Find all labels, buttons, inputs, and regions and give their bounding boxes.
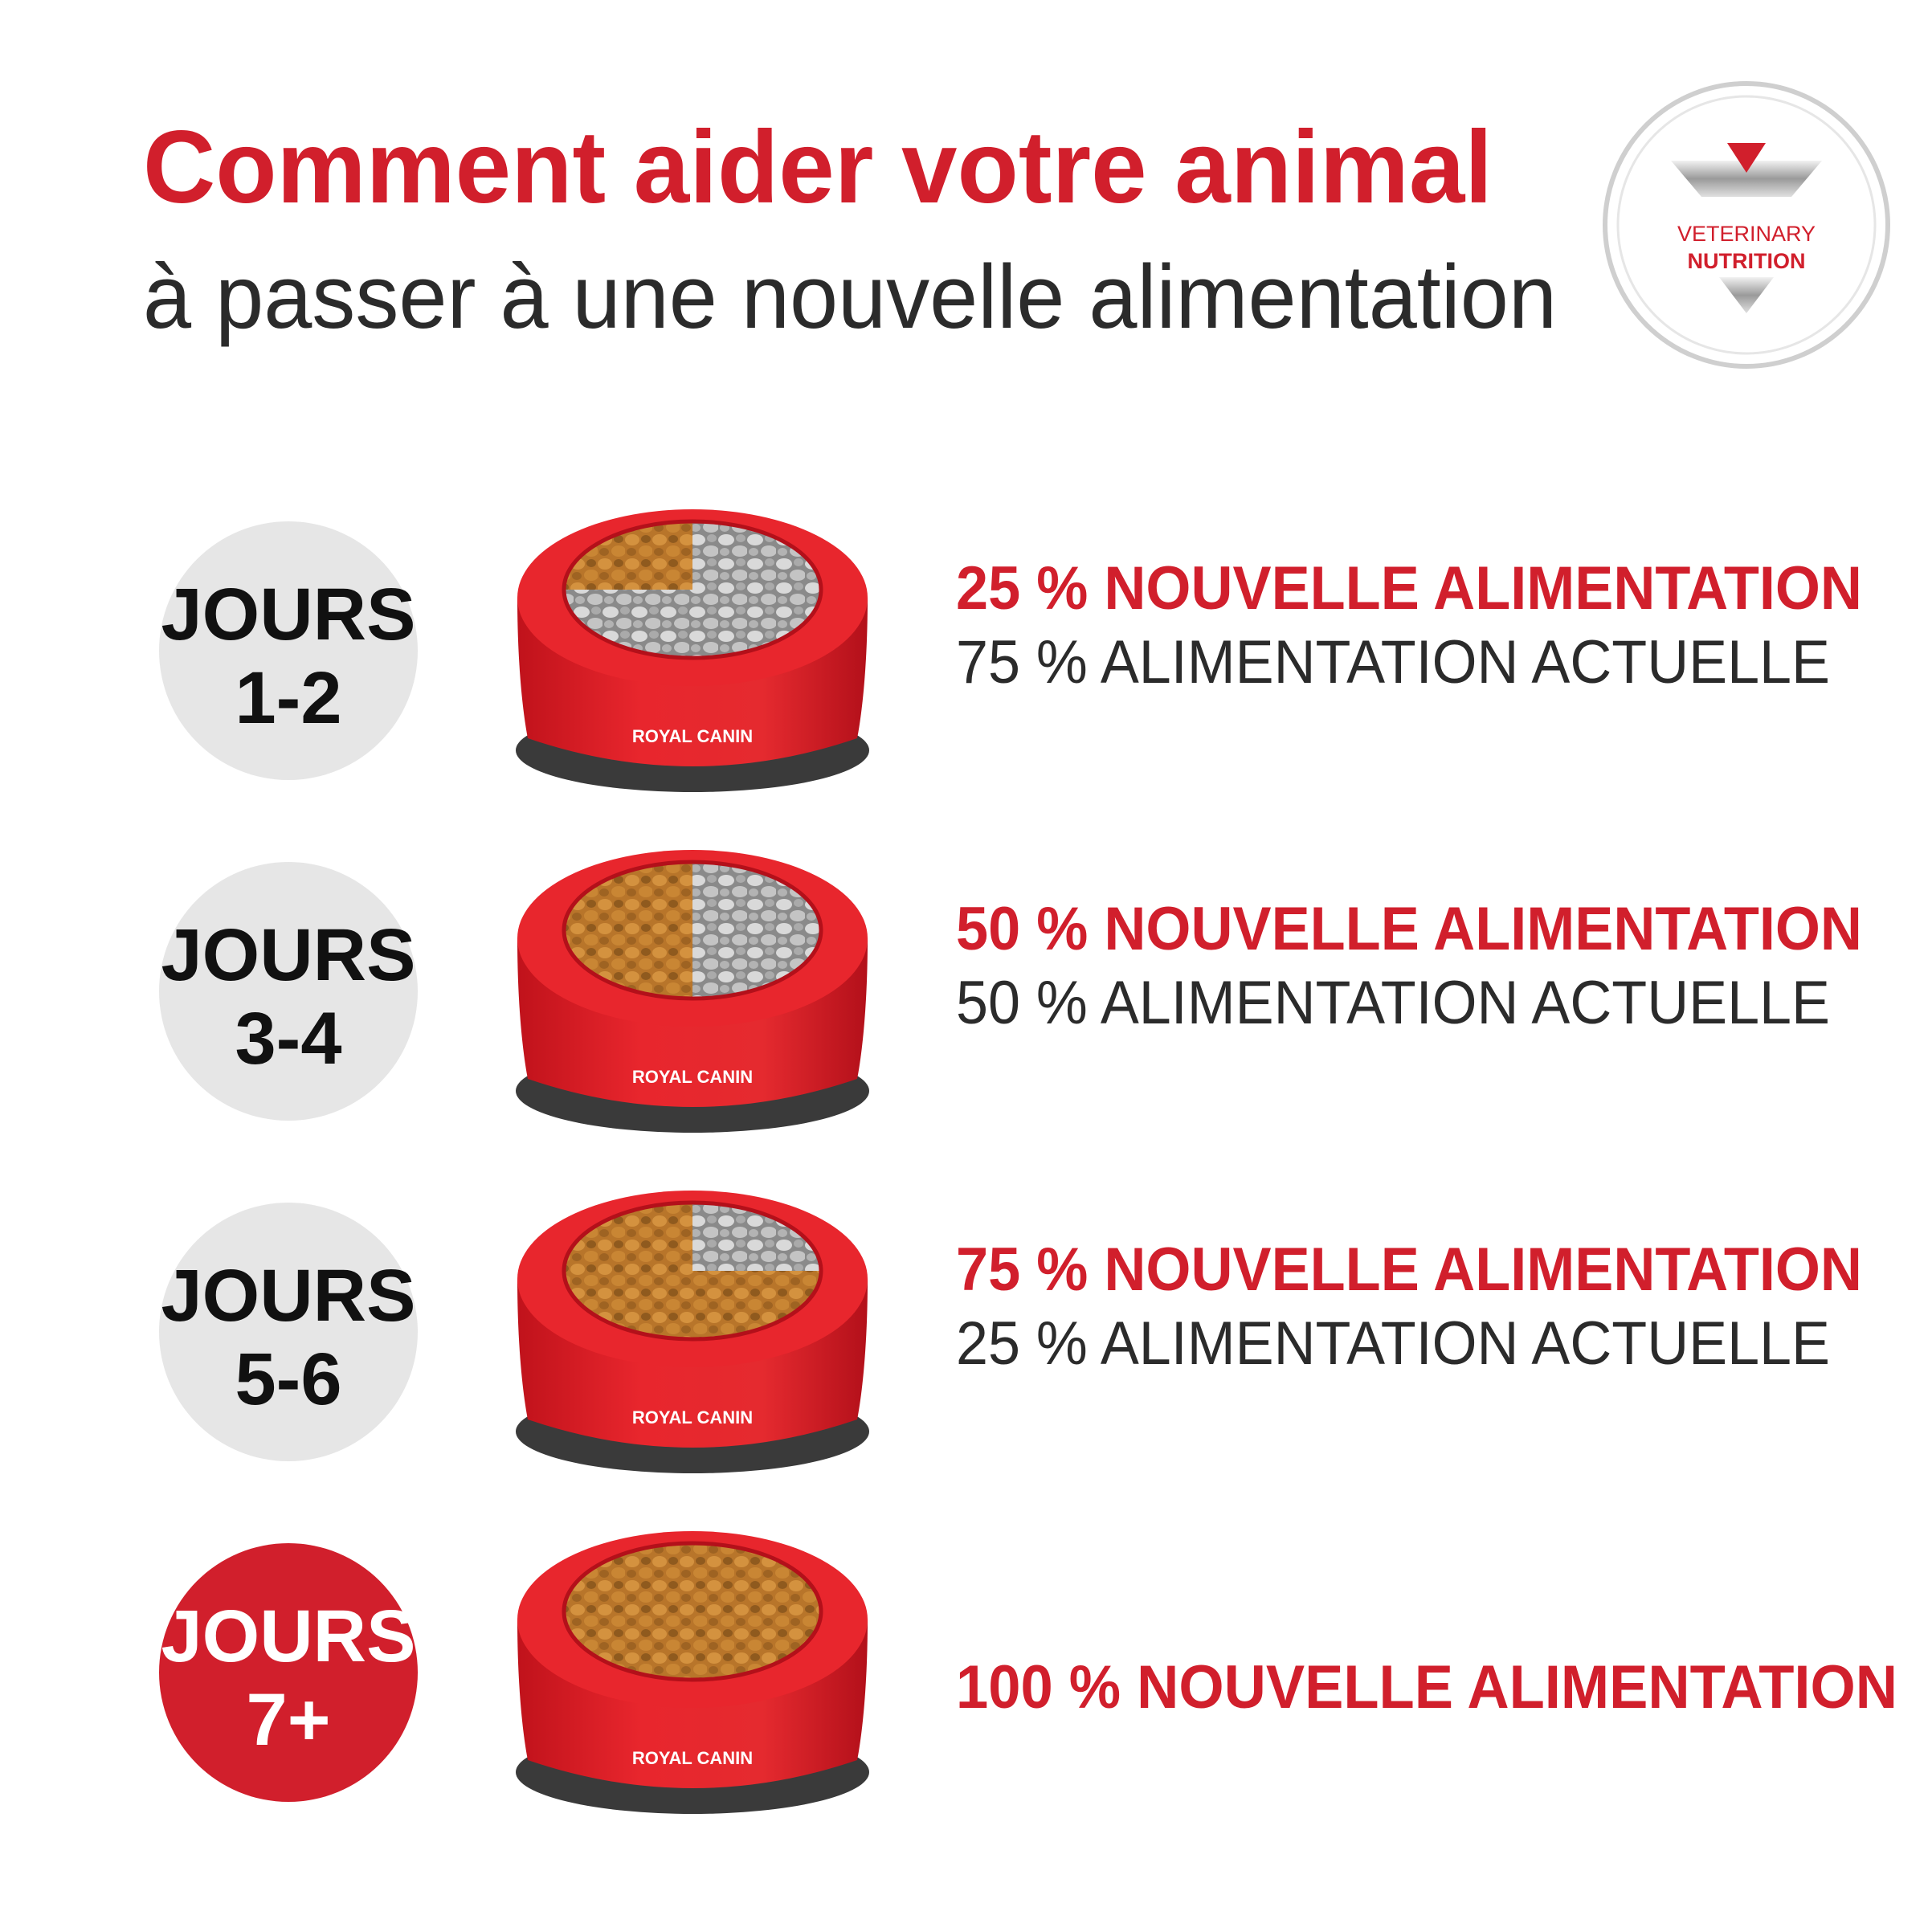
day-label: JOURS [161,574,416,656]
badge-line2: NUTRITION [1688,249,1806,273]
day-range: 1-2 [235,657,342,739]
bowl: ROYAL CANIN [516,1191,869,1473]
day-range: 5-6 [235,1338,342,1420]
bowl-inner-edge [562,860,823,1001]
new-food-text: 25 % NOUVELLE ALIMENTATION [956,554,1862,623]
badge-ring [1603,81,1890,369]
day-label: JOURS [161,1595,416,1677]
current-food-text: 25 % ALIMENTATION ACTUELLE [956,1309,1830,1378]
bowl: ROYAL CANIN [516,1531,869,1814]
current-food-text: 75 % ALIMENTATION ACTUELLE [956,628,1830,696]
bowl: ROYAL CANIN [516,509,869,792]
bowl-brand: ROYAL CANIN [632,1748,753,1768]
new-food-text: 100 % NOUVELLE ALIMENTATION [956,1653,1897,1722]
new-food [564,1543,821,1680]
day-circle [159,862,418,1121]
day-circle [159,521,418,780]
day-label: JOURS [161,1255,416,1337]
day-range: 3-4 [235,998,342,1080]
subtitle: à passer à une nouvelle alimentation [143,247,1557,347]
badge: VETERINARY NUTRITION [1603,81,1890,369]
badge-line1: VETERINARY [1677,222,1816,246]
badge-v-bottom [1719,277,1774,313]
day-circle [159,1543,418,1802]
badge-v-top [1671,161,1822,197]
badge-triangle [1727,143,1766,173]
badge-inner-ring [1616,95,1877,355]
day-label: JOURS [161,914,416,996]
bowl-inner-edge [562,1541,823,1682]
day-circle [159,1203,418,1461]
day-range: 7+ [247,1679,331,1761]
bowl-brand: ROYAL CANIN [632,726,753,746]
new-food-text: 50 % NOUVELLE ALIMENTATION [956,895,1862,963]
bowl-food [564,521,821,658]
bowl-food [564,1543,821,1680]
bowl-inner-edge [562,519,823,660]
bowl-brand: ROYAL CANIN [632,1407,753,1428]
current-food-text: 50 % ALIMENTATION ACTUELLE [956,969,1830,1037]
new-food-text: 75 % NOUVELLE ALIMENTATION [956,1236,1862,1304]
bowl: ROYAL CANIN [516,850,869,1133]
title: Comment aider votre animal [143,110,1493,225]
bowl-inner-edge [562,1200,823,1342]
bowl-brand: ROYAL CANIN [632,1067,753,1087]
